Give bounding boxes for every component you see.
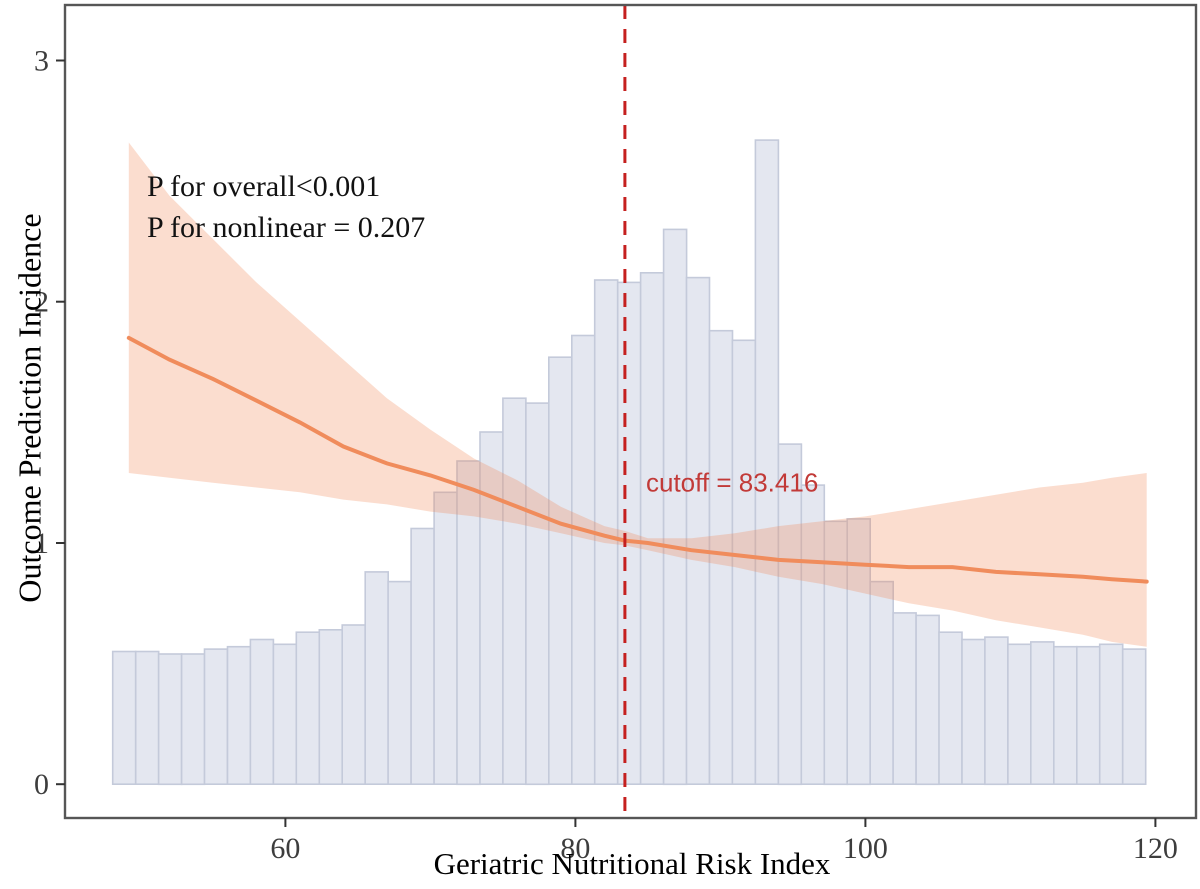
x-axis-title: Geriatric Nutritional Risk Index: [433, 846, 831, 881]
histogram-bar: [318, 628, 344, 785]
panel-border: [63, 3, 1198, 820]
histogram-bar: [180, 653, 206, 786]
confidence-band: [128, 142, 1147, 647]
histogram-bar: [134, 650, 160, 785]
histogram-bar: [502, 397, 527, 786]
y-tick-label: 3: [34, 45, 49, 78]
histogram-bar: [754, 139, 780, 785]
histogram-bar: [295, 631, 321, 786]
histogram-bar: [570, 334, 596, 786]
histogram-bar: [410, 527, 435, 785]
annotation-p-nonlinear: P for nonlinear = 0.207: [147, 211, 426, 244]
histogram-bar: [272, 643, 298, 785]
histogram-bar: [869, 580, 895, 785]
histogram-bar: [226, 645, 252, 786]
histogram-bar: [1053, 645, 1078, 786]
x-tick-label: 80: [560, 832, 590, 865]
histogram-bar: [662, 228, 688, 786]
histogram-bar: [1121, 648, 1147, 785]
histogram-bar: [157, 653, 183, 786]
histogram-bar: [1030, 641, 1055, 786]
y-axis-title: Outcome Prediction Incidence: [11, 213, 48, 603]
cutoff-value-label: cutoff = 83.416: [646, 467, 819, 498]
y-tick-label: 2: [34, 286, 49, 319]
x-tick-label: 100: [843, 832, 888, 865]
histogram-bar: [892, 612, 917, 786]
histogram-bar: [961, 638, 986, 785]
histogram-bar: [1007, 643, 1032, 785]
y-tick-label: 1: [34, 527, 49, 560]
x-tick-label: 120: [1133, 832, 1178, 865]
spline-line: [126, 335, 1149, 584]
histogram-bar: [364, 571, 390, 786]
histogram-bar: [249, 638, 275, 785]
histogram-bar: [1098, 643, 1124, 785]
histogram-bar: [525, 402, 550, 786]
histogram-bar: [938, 631, 963, 786]
annotation-p-overall: P for overall<0.001: [147, 170, 381, 203]
y-tick-label: 0: [34, 768, 49, 801]
histogram-bar: [639, 271, 665, 785]
histogram-bar: [341, 624, 367, 785]
histogram-bar: [203, 648, 229, 785]
histogram-bar: [685, 276, 711, 786]
histogram-bar: [915, 614, 940, 786]
histogram-bar: [387, 580, 412, 785]
histogram-bar: [547, 356, 573, 786]
histogram-bar: [984, 636, 1009, 786]
histogram-bar: [111, 650, 137, 785]
histogram-bar: [433, 491, 458, 785]
histogram-bar: [1076, 645, 1101, 786]
x-tick-label: 60: [270, 832, 300, 865]
